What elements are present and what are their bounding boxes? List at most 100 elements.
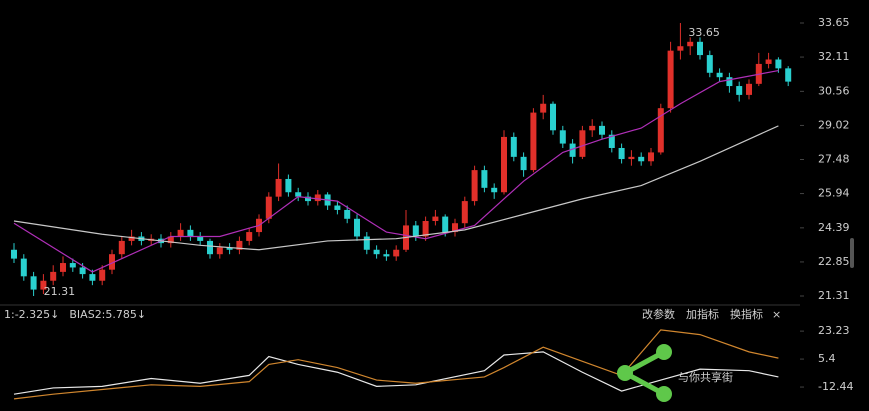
candle-body (11, 249, 17, 259)
candle-body (314, 194, 321, 202)
candle-body (559, 130, 566, 144)
candle-body (60, 263, 66, 272)
candle-body (177, 229, 184, 237)
candle-body (20, 258, 27, 277)
indicator-label: BIAS2:5.785↓ (69, 308, 146, 321)
candle-body (461, 201, 468, 224)
candle-body (383, 254, 390, 257)
candle-body (510, 136, 517, 157)
candle-body (344, 209, 351, 219)
candle-body (89, 274, 96, 281)
candle-body (442, 216, 449, 233)
share-icon-link (623, 349, 666, 397)
y-tick-label: 30.56 (818, 84, 850, 97)
candle-body (697, 41, 703, 56)
min-annotation: 21.31 (44, 285, 76, 298)
candle-body (530, 112, 537, 171)
candle-body (736, 86, 743, 95)
candle-body (432, 216, 439, 222)
indicator-button[interactable]: × (772, 308, 781, 321)
candle-body (491, 187, 498, 193)
indicator-button[interactable]: 换指标 (730, 307, 763, 321)
y-tick-label: 33.65 (818, 16, 850, 29)
max-annotation: 33.65 (688, 26, 720, 39)
y-tick-label: 24.39 (818, 221, 850, 234)
moving-average (13, 69, 779, 273)
candle-body (599, 125, 605, 135)
candle-body (765, 59, 772, 64)
candle-body (50, 271, 57, 281)
candle-body (608, 134, 615, 148)
candle-body (481, 170, 488, 188)
candle-body (501, 136, 507, 193)
candle-body (540, 103, 547, 113)
candle-body (207, 240, 213, 255)
candle-body (118, 240, 125, 255)
candle-body (412, 225, 419, 237)
indicator-button[interactable]: 改参数 (642, 307, 675, 321)
y2-tick-label: -12.44 (818, 380, 853, 393)
candle-body (40, 280, 47, 290)
candle-body (246, 232, 253, 241)
candle-body (128, 236, 135, 241)
candle-body (628, 156, 635, 160)
candle-body (79, 267, 86, 275)
candle-body (775, 59, 782, 69)
candle-body (726, 77, 733, 87)
candle-body (354, 218, 360, 237)
candle-body (648, 152, 654, 162)
candle-body (589, 125, 596, 131)
candle-body (677, 46, 684, 51)
y-tick-label: 32.11 (818, 50, 850, 63)
candle-body (550, 103, 556, 131)
candle-body (471, 170, 478, 202)
y-tick-label: 29.02 (818, 118, 850, 131)
candle-body (197, 236, 204, 241)
y-tick-label: 22.85 (818, 255, 850, 268)
candle-body (30, 276, 37, 290)
candle-body (275, 178, 282, 197)
indicator-label: 1:-2.325↓ (4, 308, 59, 321)
moving-average (13, 125, 779, 251)
candle-body (187, 229, 194, 237)
candle-body (167, 236, 174, 244)
candle-body (687, 41, 694, 47)
candle-body (618, 147, 625, 160)
y-tick-label: 27.48 (818, 153, 850, 166)
candle-body (393, 249, 400, 257)
candle-body (216, 247, 223, 255)
watermark: 与你共享街 (678, 370, 733, 384)
candle-body (706, 55, 713, 73)
y2-tick-label: 23.23 (818, 324, 850, 337)
y-tick-label: 25.94 (818, 187, 850, 200)
candle-body (334, 205, 341, 210)
candle-body (295, 192, 302, 197)
y-tick-label: 21.31 (818, 289, 850, 302)
candle-body (109, 254, 115, 270)
candle-body (785, 68, 792, 82)
candle-body (746, 83, 752, 95)
candle-body (99, 269, 106, 281)
candle-body (305, 196, 311, 202)
candle-body (265, 196, 272, 219)
candle-body (716, 72, 723, 78)
candle-body (667, 50, 674, 109)
candle-body (657, 108, 664, 153)
candle-body (363, 236, 370, 250)
candle-body (373, 249, 380, 255)
candle-body (452, 223, 458, 233)
candle-body (69, 263, 76, 268)
y2-tick-label: 5.4 (818, 352, 836, 365)
candle-body (236, 240, 243, 250)
scroll-handle[interactable] (850, 238, 854, 268)
candle-body (638, 156, 645, 162)
bias-line (13, 351, 779, 395)
bias-line (13, 329, 779, 400)
candle-body (579, 130, 586, 157)
candle-body (520, 156, 527, 171)
indicator-button[interactable]: 加指标 (686, 307, 719, 321)
candle-body (569, 143, 576, 157)
candle-body (285, 178, 292, 193)
